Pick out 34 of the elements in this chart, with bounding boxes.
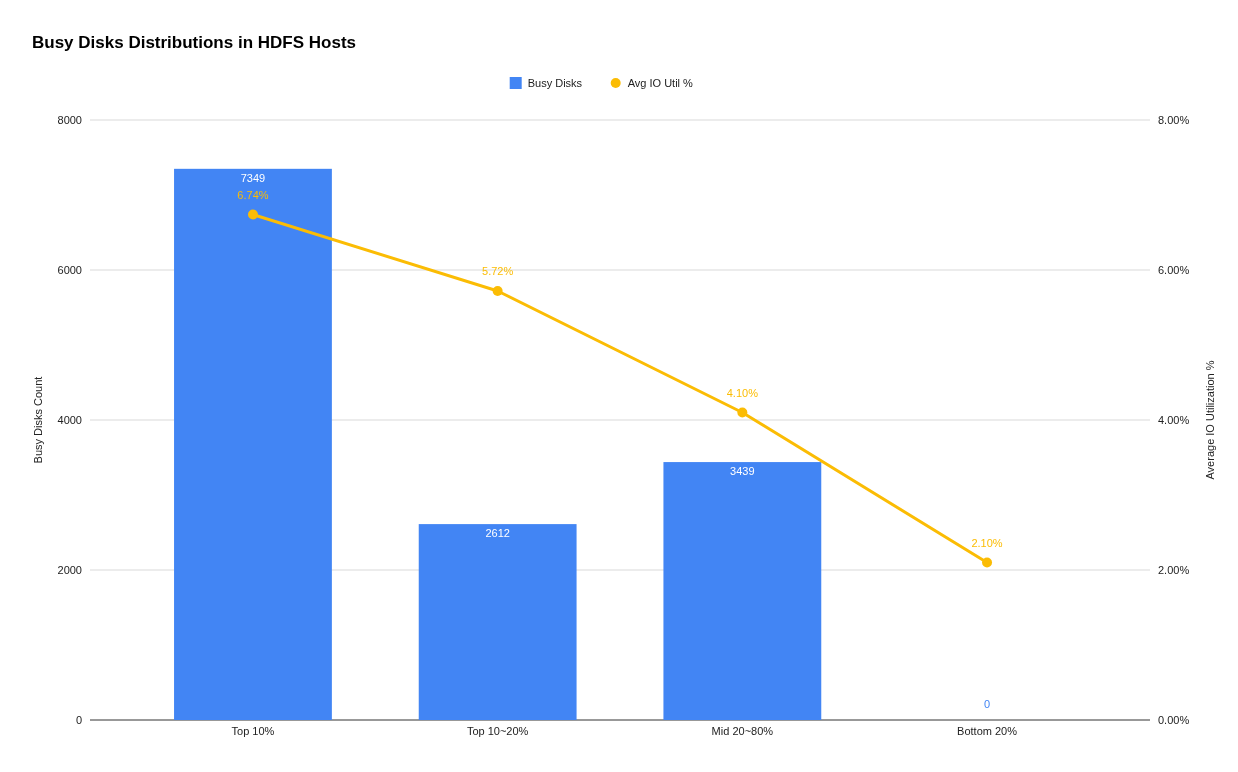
data-label: 7349 <box>240 171 266 184</box>
data-label: 3439 <box>730 465 755 478</box>
chart-title: Busy Disks Distributions in HDFS Hosts <box>32 33 356 52</box>
y2-tick-label: 6.00% <box>1158 263 1190 276</box>
legend-label: Busy Disks <box>527 76 583 89</box>
data-label: 0 <box>983 698 991 710</box>
point <box>737 407 748 418</box>
y-tick-label: 2000 <box>57 563 82 576</box>
x-tick-label: Bottom 20% <box>957 725 1018 737</box>
point <box>247 209 258 220</box>
y-axis-title: Busy Disks Count <box>32 376 44 464</box>
legend-label: Avg IO Util % <box>627 76 694 89</box>
y-tick-label: 8000 <box>57 113 82 126</box>
point <box>492 286 503 296</box>
bar <box>418 524 577 720</box>
y2-tick-label: 4.00% <box>1158 413 1190 426</box>
y2-tick-label: 0.00% <box>1158 713 1190 726</box>
y2-tick-label: 8.00% <box>1158 113 1190 126</box>
y-tick-label: 0 <box>75 713 82 726</box>
data-label: 2.10% <box>971 536 1003 549</box>
y2-tick-label: 2.00% <box>1158 563 1190 576</box>
y-tick-label: 4000 <box>57 413 82 426</box>
data-label: 4.10% <box>726 386 759 399</box>
point <box>982 557 993 568</box>
x-tick-label: Mid 20~80% <box>711 725 774 737</box>
data-label: 2612 <box>485 527 510 540</box>
x-tick-label: Top 10% <box>231 725 275 737</box>
y-tick-label: 6000 <box>57 263 82 276</box>
data-label: 6.74% <box>237 188 269 201</box>
bar <box>663 462 822 720</box>
bar <box>174 168 332 720</box>
x-tick-label: Top 10~20% <box>466 725 529 737</box>
data-label: 5.72% <box>482 265 514 277</box>
y2-axis-title: Average IO Utilization % <box>1204 360 1216 480</box>
